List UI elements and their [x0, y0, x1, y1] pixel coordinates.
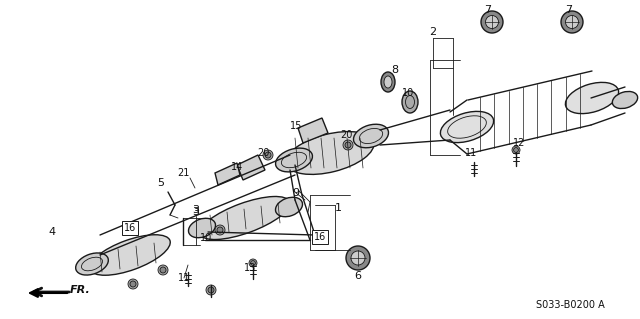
Text: 20: 20	[257, 148, 269, 158]
Circle shape	[217, 227, 223, 233]
Ellipse shape	[381, 72, 395, 92]
Ellipse shape	[565, 82, 619, 114]
Ellipse shape	[481, 11, 503, 33]
Ellipse shape	[561, 11, 583, 33]
Circle shape	[206, 285, 216, 295]
Ellipse shape	[286, 132, 374, 174]
Ellipse shape	[200, 197, 290, 240]
Text: 2: 2	[429, 27, 436, 37]
Circle shape	[249, 259, 257, 267]
Ellipse shape	[612, 92, 637, 108]
Text: 13: 13	[244, 263, 256, 273]
Circle shape	[158, 265, 168, 275]
Text: 8: 8	[392, 65, 399, 75]
Text: FR.: FR.	[70, 285, 91, 295]
Circle shape	[512, 146, 520, 154]
Circle shape	[263, 150, 273, 160]
Ellipse shape	[440, 111, 493, 143]
Text: 11: 11	[178, 273, 190, 283]
Text: 12: 12	[513, 138, 525, 148]
Ellipse shape	[275, 197, 303, 217]
Text: 4: 4	[49, 227, 56, 237]
Text: 7: 7	[565, 5, 573, 15]
Text: 7: 7	[484, 5, 492, 15]
Text: 5: 5	[157, 178, 164, 188]
Ellipse shape	[486, 16, 499, 28]
Circle shape	[265, 152, 271, 158]
Ellipse shape	[402, 91, 418, 113]
Ellipse shape	[189, 218, 216, 238]
Circle shape	[160, 267, 166, 273]
Text: 11: 11	[465, 148, 477, 158]
Circle shape	[345, 142, 351, 148]
Ellipse shape	[566, 16, 579, 28]
Text: 16: 16	[314, 232, 326, 242]
Polygon shape	[298, 118, 328, 143]
Text: 10: 10	[200, 233, 212, 243]
Ellipse shape	[90, 235, 170, 275]
Polygon shape	[237, 155, 265, 180]
Circle shape	[128, 279, 138, 289]
Text: 3: 3	[193, 205, 200, 215]
Ellipse shape	[384, 76, 392, 88]
Text: S033-B0200 A: S033-B0200 A	[536, 300, 604, 310]
Circle shape	[215, 225, 225, 235]
Text: 10: 10	[402, 88, 414, 98]
Text: 6: 6	[355, 271, 362, 281]
Ellipse shape	[346, 246, 370, 270]
Ellipse shape	[276, 148, 312, 172]
Text: 3: 3	[193, 207, 200, 217]
Circle shape	[208, 287, 214, 293]
Circle shape	[130, 281, 136, 287]
Circle shape	[343, 140, 353, 150]
Ellipse shape	[353, 124, 388, 148]
Polygon shape	[215, 163, 240, 185]
Text: 1: 1	[335, 203, 342, 213]
Text: 9: 9	[292, 188, 300, 198]
Text: 15: 15	[290, 121, 302, 131]
Circle shape	[251, 261, 255, 265]
Text: 21: 21	[177, 168, 189, 178]
Ellipse shape	[351, 251, 365, 265]
Circle shape	[514, 148, 518, 152]
Ellipse shape	[76, 253, 108, 275]
Text: 14: 14	[231, 162, 243, 172]
Text: 20: 20	[340, 130, 352, 140]
Text: 16: 16	[124, 223, 136, 233]
